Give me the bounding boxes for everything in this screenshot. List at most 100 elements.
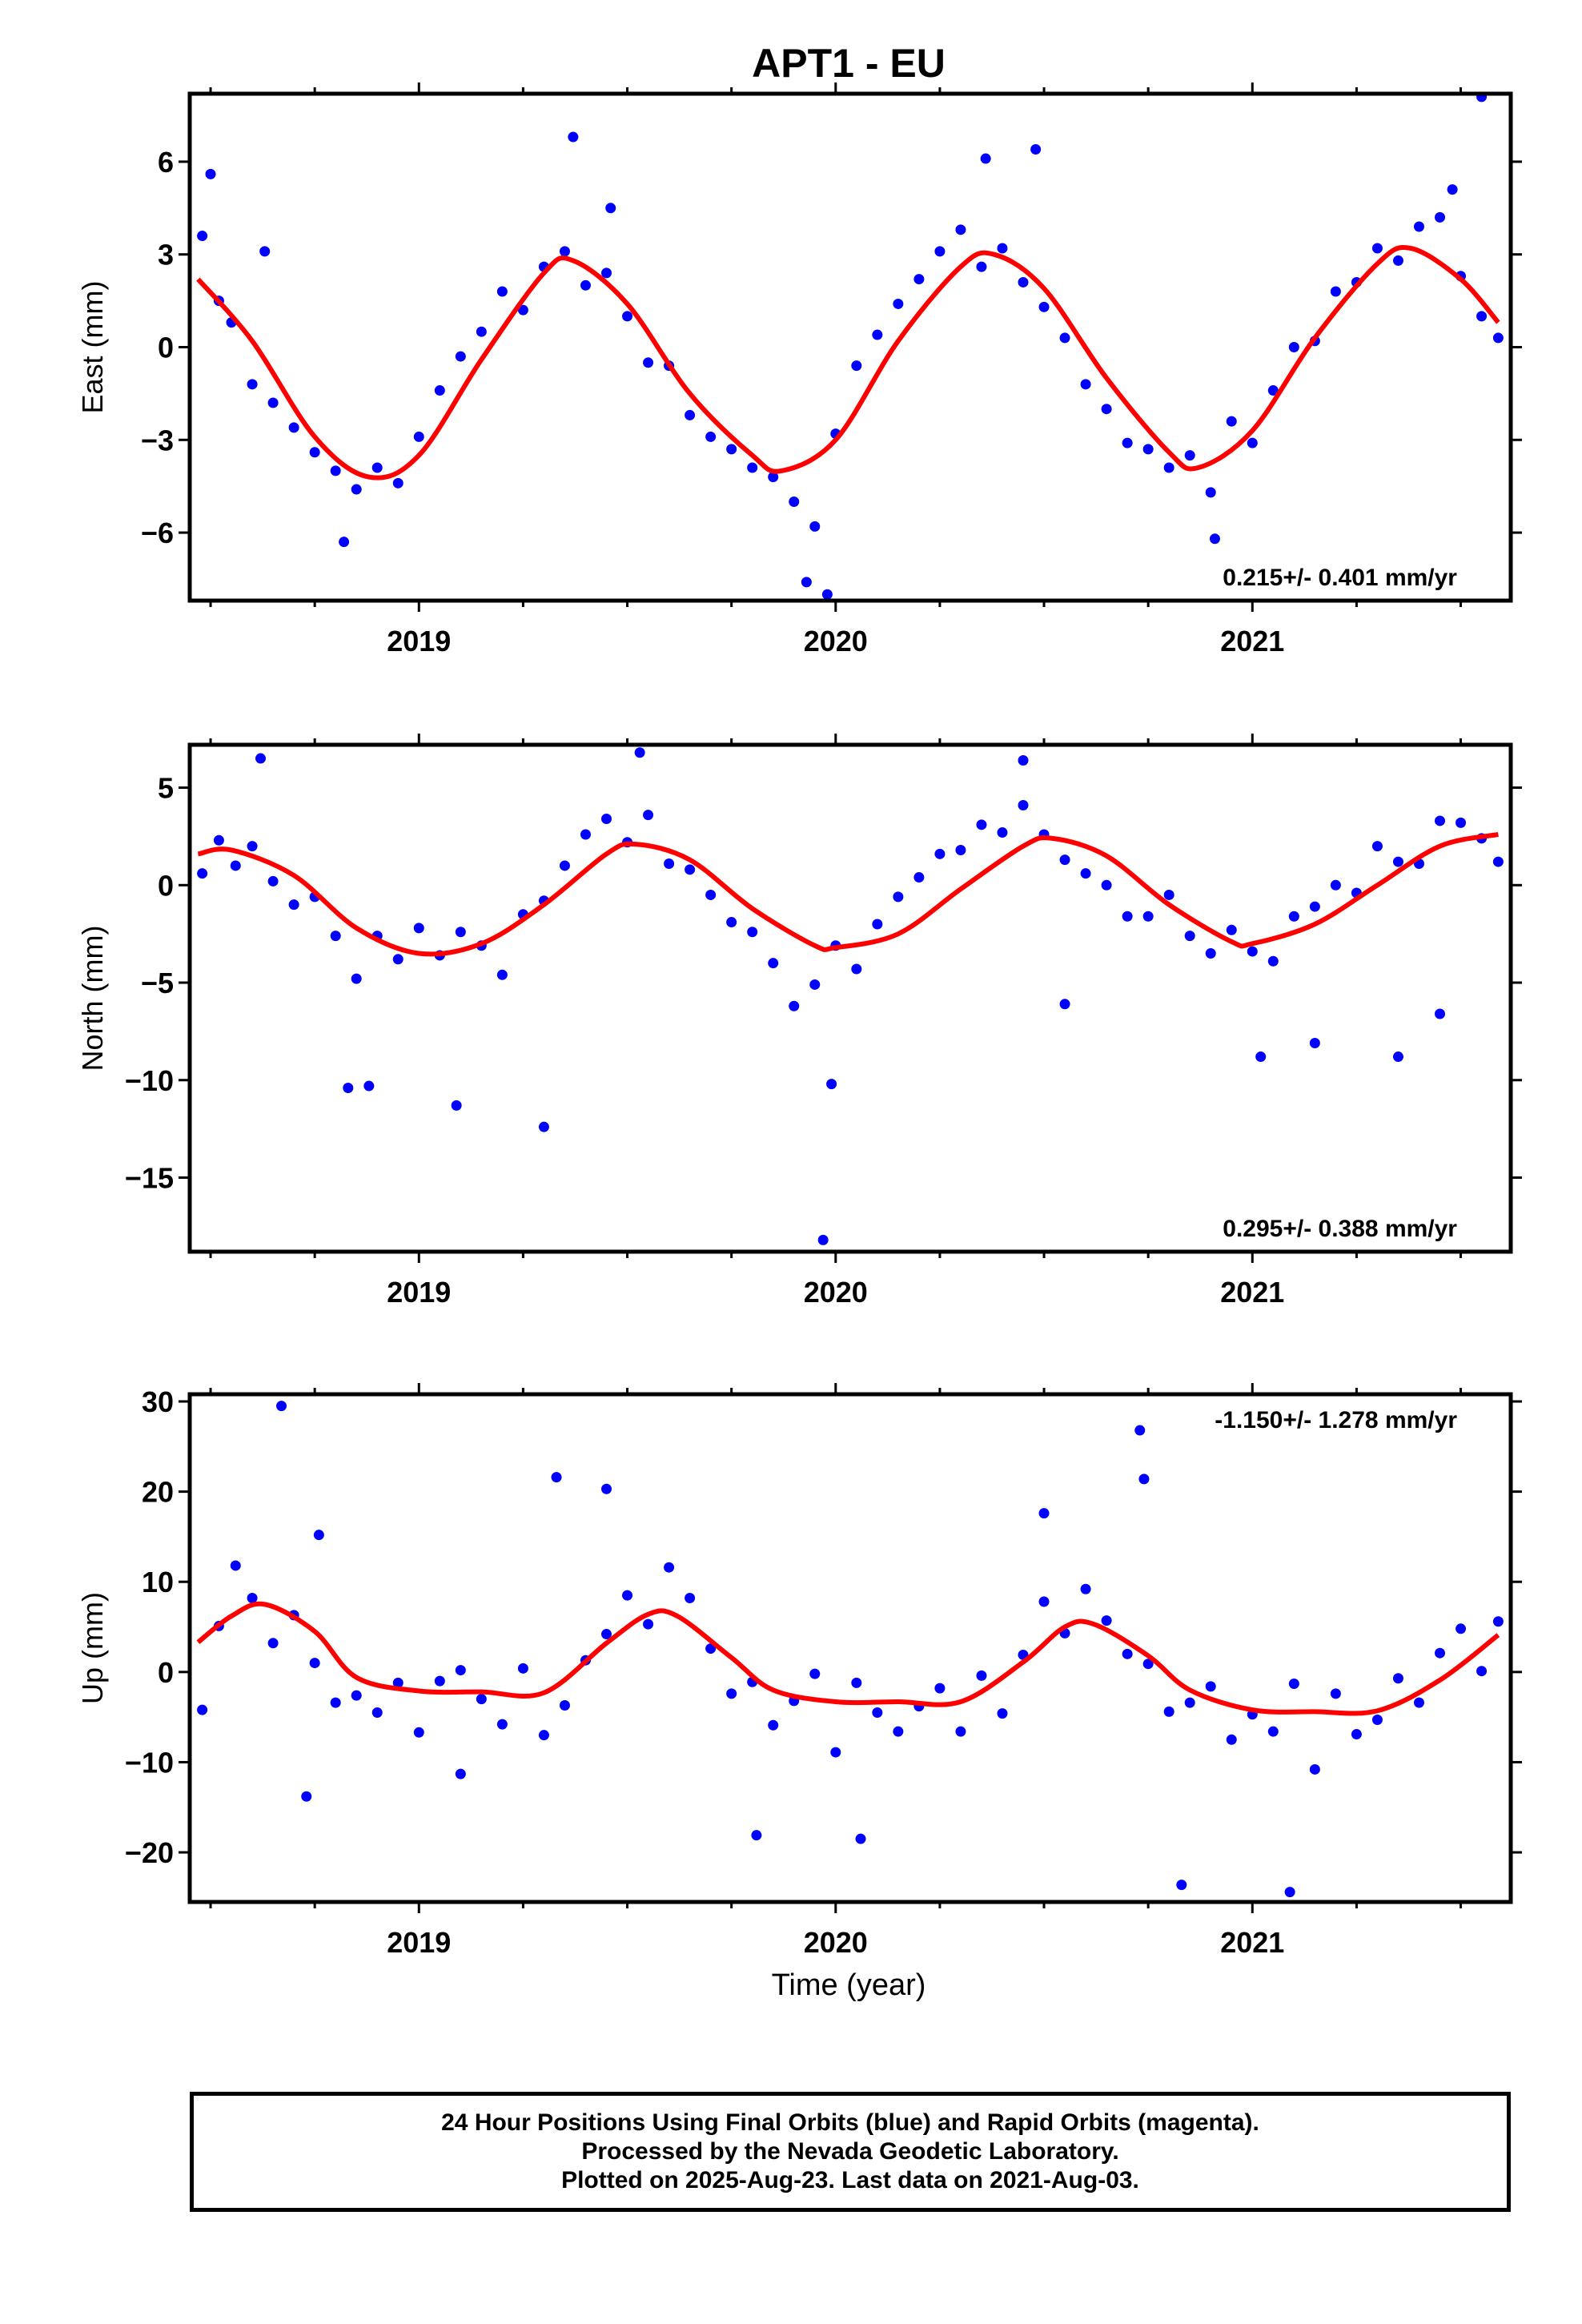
data-point [893, 298, 904, 309]
data-point [1476, 1666, 1488, 1677]
x-tick-label: 2019 [387, 1926, 451, 1959]
data-point [197, 1704, 208, 1715]
data-point [313, 1530, 324, 1541]
data-point [872, 1707, 883, 1719]
data-point [1176, 1880, 1187, 1891]
fit-curve [196, 245, 1500, 480]
data-point [705, 431, 717, 442]
data-point [371, 1707, 383, 1719]
y-tick-label: −10 [125, 1746, 174, 1779]
data-point [309, 1658, 320, 1669]
data-point [851, 1677, 862, 1688]
y-tick-label: −10 [125, 1064, 174, 1097]
data-point [205, 168, 216, 179]
data-point [1456, 817, 1467, 828]
data-point [1492, 856, 1504, 867]
data-point [1330, 1688, 1341, 1699]
y-tick-label: 20 [142, 1476, 174, 1509]
data-point [872, 329, 883, 340]
data-point [538, 1121, 549, 1132]
caption-line-3: Plotted on 2025-Aug-23. Last data on 202… [561, 2167, 1139, 2193]
data-point [1413, 1697, 1424, 1708]
data-points [197, 747, 1504, 1245]
data-point [1435, 211, 1446, 223]
y-tick-label: −15 [125, 1161, 174, 1194]
data-point [363, 1080, 375, 1092]
data-point [976, 261, 987, 272]
data-point [413, 923, 424, 934]
y-tick-label: −6 [141, 517, 174, 549]
data-point [1205, 948, 1216, 959]
panel-2: −20 −10 0 10 20 30 2019 2020 2021 Up (mm) -1.150+/… [76, 1383, 1522, 1959]
data-point [1392, 255, 1403, 266]
data-point [1122, 437, 1133, 448]
data-point [685, 409, 696, 420]
data-point [1018, 799, 1029, 810]
data-point [1435, 1008, 1446, 1019]
data-point [255, 753, 266, 764]
y-tick-label: 0 [158, 1656, 174, 1689]
data-point [339, 537, 350, 548]
data-point [955, 224, 966, 235]
data-point [1122, 1648, 1133, 1659]
data-point [517, 304, 528, 316]
data-point [559, 246, 570, 257]
data-point [726, 444, 737, 455]
data-point [1080, 379, 1091, 390]
data-point [1371, 841, 1383, 852]
data-point [1413, 221, 1424, 232]
y-axis-label: East (mm) [76, 281, 109, 414]
data-point [643, 1618, 654, 1630]
data-point [726, 917, 737, 928]
data-point [664, 1562, 675, 1573]
data-point [267, 1638, 279, 1649]
data-point [247, 1593, 258, 1604]
data-point [551, 1472, 562, 1483]
data-point [855, 1833, 866, 1844]
data-point [851, 963, 862, 975]
rate-annotation: 0.215+/- 0.401 mm/yr [1223, 565, 1457, 591]
data-point [1205, 487, 1216, 498]
data-point [893, 1726, 904, 1737]
data-point [1476, 94, 1488, 103]
data-point [1476, 311, 1488, 322]
data-point [1101, 404, 1112, 415]
x-tick-label: 2021 [1220, 625, 1284, 657]
data-point [934, 848, 946, 859]
x-axis-label: Time (year) [772, 1968, 926, 2002]
data-point [309, 447, 320, 458]
data-point [496, 286, 508, 297]
data-point [976, 819, 987, 830]
data-point [213, 834, 224, 846]
chart-title: APT1 - EU [752, 41, 946, 86]
data-point [705, 889, 717, 900]
y-tick-label: 0 [158, 332, 174, 364]
data-point [705, 1643, 717, 1655]
data-point [451, 1100, 462, 1111]
data-point [476, 1694, 487, 1705]
y-tick-label: 5 [158, 772, 174, 805]
data-point [1142, 444, 1154, 455]
data-point [1226, 924, 1237, 935]
fit-curve [197, 832, 1499, 957]
data-point [197, 868, 208, 879]
data-point [934, 246, 946, 257]
data-point [247, 379, 258, 390]
y-axis-label: North (mm) [76, 926, 109, 1072]
data-point [568, 131, 579, 143]
y-tick-label: −5 [141, 967, 174, 999]
data-point [913, 274, 925, 285]
data-point [1492, 332, 1504, 344]
data-point [517, 1663, 528, 1674]
rate-annotation: 0.295+/- 0.388 mm/yr [1223, 1216, 1457, 1242]
data-point [768, 958, 779, 969]
data-point [413, 431, 424, 442]
data-point [1435, 1647, 1446, 1659]
panels: −6 −3 0 3 6 2019 2020 2021 East (mm) 0.215+/- 0.4… [76, 82, 1522, 1959]
data-point [1226, 1734, 1237, 1745]
data-point [809, 979, 821, 990]
data-point [685, 864, 696, 875]
data-point [1492, 1616, 1504, 1627]
data-point [1330, 879, 1341, 891]
data-point [1018, 754, 1029, 766]
